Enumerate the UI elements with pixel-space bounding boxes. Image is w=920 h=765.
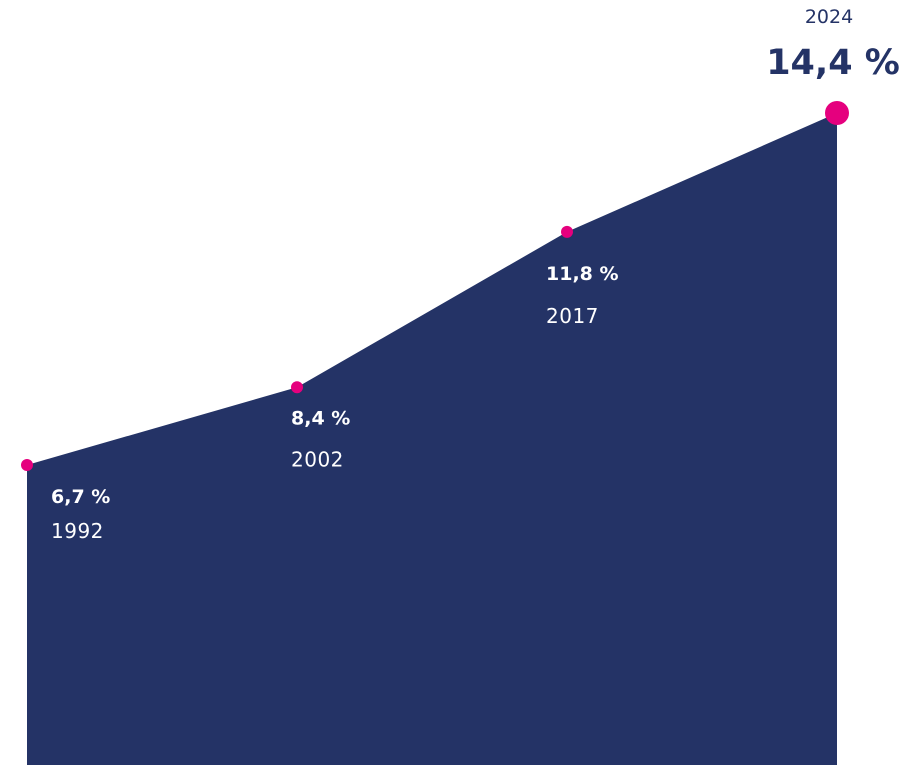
year-label-1992: 1992 <box>51 519 104 543</box>
data-point-1992 <box>21 459 33 471</box>
value-label-1992: 6,7 % <box>51 486 110 508</box>
area-series <box>27 113 837 765</box>
data-point-2017 <box>561 225 573 238</box>
year-label-2017: 2017 <box>546 304 599 328</box>
data-point-2024 <box>825 101 849 125</box>
data-point-2002 <box>291 381 303 394</box>
year-label-2002: 2002 <box>291 447 344 471</box>
value-label-2017: 11,8 % <box>546 263 619 285</box>
value-label-2002: 8,4 % <box>291 407 350 429</box>
year-label-2024: 2024 <box>805 6 853 28</box>
value-label-2024: 14,4 % <box>766 43 900 83</box>
